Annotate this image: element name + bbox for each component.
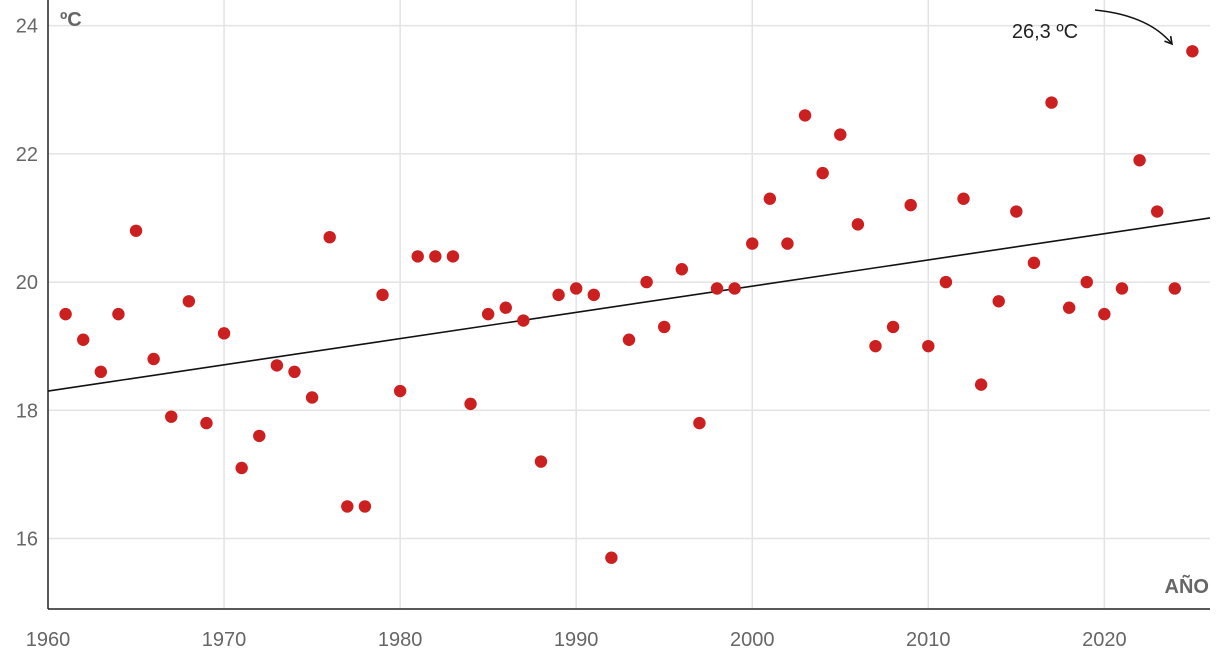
data-point: [728, 282, 741, 295]
data-point: [1010, 205, 1023, 218]
annotation: 26,3 ºC: [1012, 9, 1174, 46]
data-point: [569, 282, 583, 295]
data-point: [341, 500, 354, 513]
data-point: [1186, 45, 1199, 58]
y-tick-label: 18: [16, 400, 38, 422]
x-axis-unit-label: AÑO: [1165, 575, 1209, 598]
data-point: [59, 307, 72, 321]
data-point: [622, 333, 636, 346]
data-point: [851, 218, 865, 231]
data-point: [886, 320, 900, 334]
axes: 16 18 20 22 24 1960 1970 1980 1990 2000 2010 2020: [16, 0, 1210, 651]
data-point: [957, 192, 970, 205]
data-point: [1027, 256, 1041, 270]
data-point: [658, 320, 671, 334]
grid-lines: [48, 0, 1210, 609]
data-point: [429, 250, 442, 263]
x-tick-label: 1990: [554, 629, 599, 651]
data-point: [517, 314, 530, 327]
data-point: [94, 365, 108, 379]
data-point: [869, 339, 882, 353]
data-point: [393, 384, 407, 398]
data-point: [481, 307, 495, 321]
y-tick-label: 20: [16, 272, 38, 294]
data-point: [200, 416, 213, 430]
data-point: [1115, 282, 1129, 295]
data-point: [1098, 307, 1111, 321]
data-point: [1168, 282, 1181, 295]
data-point: [323, 230, 336, 244]
x-tick-label: 1980: [378, 629, 423, 651]
x-tick-label: 2010: [906, 629, 951, 651]
data-point: [358, 500, 372, 513]
data-point: [922, 339, 935, 353]
data-point: [1133, 154, 1146, 167]
data-point: [693, 416, 706, 430]
data-point: [217, 327, 231, 340]
data-point: [587, 288, 600, 302]
annotation-arrow: [1094, 9, 1174, 46]
y-tick-label: 22: [16, 144, 38, 166]
data-point: [640, 275, 653, 289]
trend-line: [47, 217, 1211, 392]
data-point: [464, 397, 477, 411]
data-points: [59, 45, 1199, 564]
y-axis-unit-label: ºC: [60, 9, 82, 31]
data-point: [834, 128, 847, 141]
y-tick-label: 16: [16, 528, 38, 550]
data-point: [1045, 96, 1058, 109]
data-point: [182, 295, 196, 308]
data-point: [1062, 301, 1076, 314]
data-point: [939, 275, 953, 289]
data-point: [446, 250, 460, 263]
x-tick-label: 1960: [26, 629, 71, 651]
data-point: [710, 282, 724, 295]
trend-line-group: [47, 217, 1211, 392]
data-point: [798, 109, 812, 122]
data-point: [165, 410, 178, 423]
data-point: [904, 198, 917, 212]
data-point: [112, 307, 125, 321]
data-point: [270, 359, 284, 372]
data-point: [974, 378, 988, 391]
axis-labels: ºC AÑO: [60, 9, 1209, 598]
data-point: [1080, 275, 1093, 289]
data-point: [77, 333, 90, 346]
x-tick-label: 2000: [730, 629, 775, 651]
data-point: [605, 551, 618, 564]
data-point: [288, 365, 301, 379]
data-point: [534, 455, 548, 468]
annotation-label: 26,3 ºC: [1012, 21, 1078, 43]
data-point: [129, 224, 143, 237]
data-point: [816, 166, 829, 180]
data-point: [1150, 205, 1164, 218]
data-point: [746, 237, 759, 250]
data-point: [675, 263, 689, 276]
data-point: [235, 461, 248, 475]
x-tick-label: 1970: [202, 629, 247, 651]
data-point: [147, 352, 160, 366]
data-point: [411, 250, 424, 263]
data-point: [305, 391, 319, 404]
data-point: [781, 237, 794, 250]
data-point: [763, 192, 777, 205]
y-tick-label: 24: [16, 16, 38, 38]
data-point: [499, 301, 512, 314]
data-point: [552, 288, 565, 302]
x-tick-label: 2020: [1082, 629, 1127, 651]
data-point: [253, 429, 266, 443]
data-point: [376, 288, 389, 302]
data-point: [992, 295, 1005, 308]
